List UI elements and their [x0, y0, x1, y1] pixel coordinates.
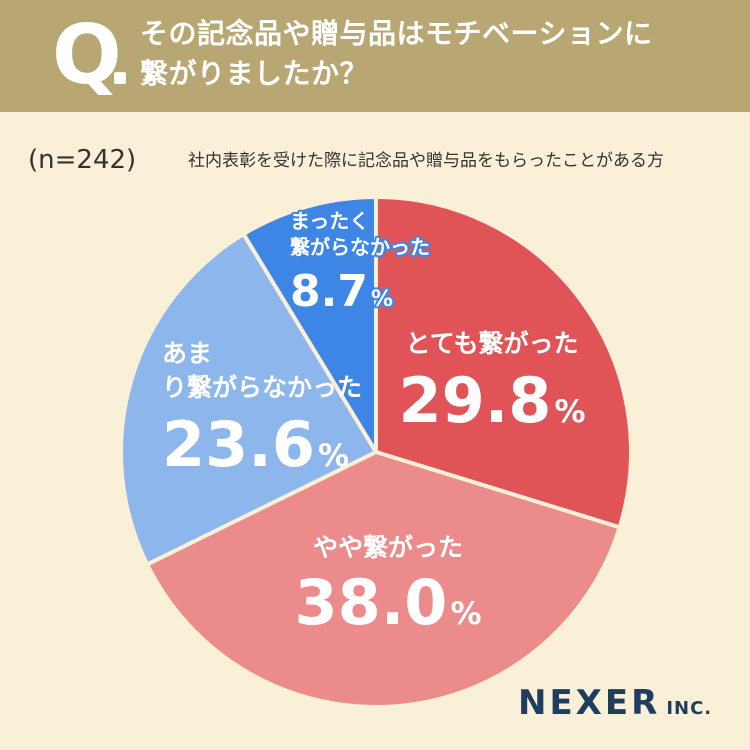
logo-suffix: INC.	[666, 698, 713, 719]
slice-label-4-line-1: まったく	[290, 209, 369, 233]
slice-label-group-2: やや繋がった 38.0%	[294, 533, 481, 639]
q-dot	[114, 72, 126, 84]
slice-label-4-line-2: 繋がらなかった	[290, 235, 430, 259]
slice-value-2: 38.0%	[294, 566, 481, 639]
question-line-2: 繋がりましたか？	[140, 57, 369, 90]
respondent-description: 社内表彰を受けた際に記念品や贈与品をもらったことがある方	[188, 151, 664, 171]
slice-value-3: 23.6%	[162, 408, 349, 481]
slice-value-1: 29.8%	[398, 364, 585, 437]
question-line-1: その記念品や贈与品はモチベーションに	[140, 17, 653, 50]
pie-slice-4	[241, 195, 378, 454]
slice-value-4: 8.7%	[290, 266, 393, 317]
logo-name: NEXER	[518, 683, 661, 723]
pie-slice-3	[119, 232, 378, 567]
sample-size: (n=242)	[28, 145, 137, 175]
slice-label-3-line-1: あま	[162, 339, 212, 368]
pie-slice-1	[374, 195, 633, 530]
slice-label-1: とても繋がった	[405, 329, 578, 358]
q-mark: Q	[52, 8, 122, 103]
nexer-logo: NEXER INC.	[518, 683, 712, 723]
slice-label-3-line-2: り繋がらなかった	[162, 373, 362, 402]
pie-slice-2	[145, 450, 622, 709]
slice-label-2: やや繋がった	[313, 533, 463, 562]
question-header: Q その記念品や贈与品はモチベーションに 繋がりましたか？	[0, 0, 750, 112]
question-title: その記念品や贈与品はモチベーションに 繋がりましたか？	[140, 14, 730, 94]
slice-label-group-1: とても繋がった 29.8%	[398, 329, 585, 437]
